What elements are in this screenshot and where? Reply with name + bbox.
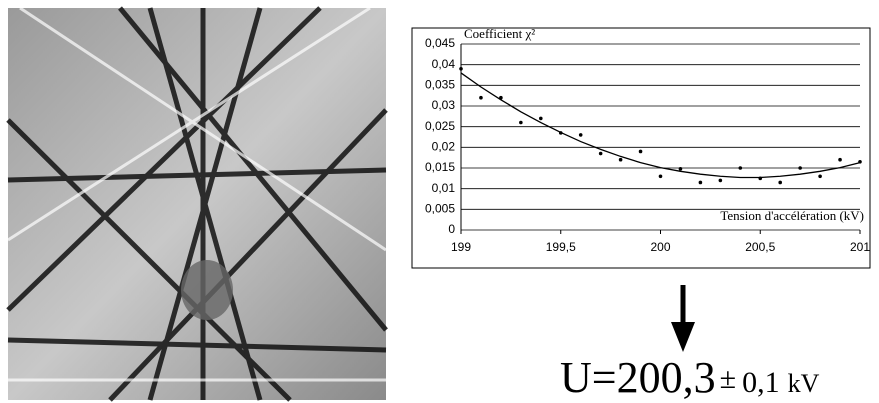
y-axis-title: Coefficient χ² — [464, 26, 535, 41]
data-point — [718, 178, 723, 183]
data-point — [618, 157, 623, 162]
x-tick-label: 200,5 — [745, 240, 775, 254]
x-axis-title: Tension d'accélération (kV) — [720, 208, 864, 223]
y-tick-label: 0,035 — [425, 78, 455, 92]
fit-curve — [460, 72, 861, 179]
data-point — [838, 157, 842, 162]
y-tick-label: 0 — [448, 222, 455, 236]
data-point — [778, 180, 782, 185]
y-tick-label: 0,03 — [432, 98, 456, 112]
chart-frame — [411, 27, 871, 269]
x-tick-label: 200 — [650, 240, 670, 254]
data-point — [738, 166, 743, 170]
result-part: 0,1 — [742, 366, 780, 399]
data-point — [539, 116, 543, 121]
data-point — [479, 95, 483, 100]
result-part: U=200,3 — [560, 353, 716, 402]
y-tick-label: 0,02 — [432, 140, 456, 154]
data-point — [638, 149, 643, 154]
x-tick-label: 199 — [451, 240, 471, 254]
data-point — [658, 174, 663, 179]
data-point — [678, 167, 683, 171]
y-tick-label: 0,01 — [432, 181, 456, 195]
data-point — [798, 166, 802, 170]
y-tick-label: 0,025 — [425, 119, 455, 133]
y-tick-label: 0,04 — [432, 57, 456, 71]
x-tick-label: 199,5 — [546, 240, 576, 254]
data-point — [598, 151, 603, 156]
y-tick-label: 0,005 — [425, 202, 455, 216]
x-tick-label: 201 — [850, 240, 870, 254]
y-tick-label: 0,045 — [425, 36, 455, 50]
data-point — [459, 67, 463, 71]
data-point — [698, 180, 703, 185]
result-part: kV — [788, 369, 820, 398]
result-part: ± — [720, 362, 736, 395]
arrow — [671, 285, 695, 352]
data-point — [578, 133, 583, 137]
kikuchi-pattern-image — [6, 6, 388, 402]
data-point — [519, 120, 523, 125]
y-tick-label: 0,015 — [425, 160, 455, 174]
data-point — [818, 174, 822, 179]
result-text: U=200,3 ±0,1 kV — [560, 353, 820, 402]
